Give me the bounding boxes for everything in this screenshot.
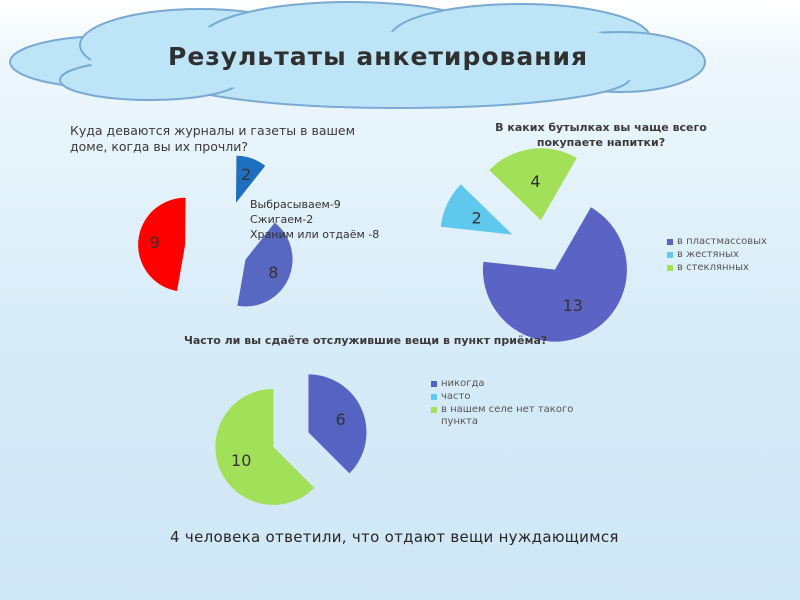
footer-note: 4 человека ответили, что отдают вещи нуж… xyxy=(170,528,619,546)
legend-swatch xyxy=(667,265,673,271)
chart1-legend-item: Выбрасываем-9 xyxy=(250,198,341,211)
chart2-legend-row: в стеклянных xyxy=(667,262,767,274)
chart2-slice xyxy=(482,207,627,342)
chart1-legend-item: Храним или отдаём -8 xyxy=(250,228,380,241)
chart2-title: В каких бутылках вы чаще всего покупаете… xyxy=(495,121,707,149)
chart2-legend-row: в пластмассовых xyxy=(667,236,767,248)
chart3-legend-label: в нашем селе нет такого пункта xyxy=(441,404,574,427)
chart1-slice xyxy=(237,222,293,307)
chart3-legend-label: часто xyxy=(441,391,471,402)
chart2-slice xyxy=(489,148,577,221)
chart3-title: Часто ли вы сдаёте отслужившие вещи в пу… xyxy=(184,334,548,347)
chart3-data-label: 10 xyxy=(231,451,251,470)
chart1-legend-item: Сжигаем-2 xyxy=(250,213,314,226)
chart2-data-label: 13 xyxy=(563,296,583,315)
chart2-legend-label: в стеклянных xyxy=(677,262,749,273)
chart3-legend-row: никогда xyxy=(431,378,581,390)
chart3-legend-label: никогда xyxy=(441,378,485,389)
chart2-slice xyxy=(440,184,513,235)
chart1-data-label: 2 xyxy=(241,165,251,184)
legend-swatch xyxy=(431,381,437,387)
title-cloud xyxy=(9,1,706,109)
legend-swatch xyxy=(667,252,673,258)
chart2-legend-label: в жестяных xyxy=(677,249,739,260)
chart3-legend-row: в нашем селе нет такого пункта xyxy=(431,404,581,428)
chart2-data-label: 4 xyxy=(530,172,540,191)
chart2-legend-label: в пластмассовых xyxy=(677,236,767,247)
chart1-slice xyxy=(236,155,266,203)
chart1-slice xyxy=(138,197,186,292)
legend-swatch xyxy=(667,239,673,245)
chart1-legend: Выбрасываем-9 Сжигаем-2 Храним или отдаё… xyxy=(250,197,379,242)
chart2-legend-row: в жестяных xyxy=(667,249,767,261)
chart3-data-label: 6 xyxy=(336,410,346,429)
legend-swatch xyxy=(431,394,437,400)
chart3-legend: никогда часто в нашем селе нет такого пу… xyxy=(431,378,581,429)
chart1-data-label: 8 xyxy=(268,263,278,282)
chart3-slice xyxy=(308,374,367,474)
chart1-title: Куда деваются журналы и газеты в вашем д… xyxy=(70,123,356,154)
chart3-slice xyxy=(215,388,315,505)
chart1-data-label: 9 xyxy=(150,233,160,252)
chart3-legend-row: часто xyxy=(431,391,581,403)
chart2-legend: в пластмассовых в жестяных в стеклянных xyxy=(667,236,767,275)
page-title: Результаты анкетирования xyxy=(168,42,589,71)
legend-swatch xyxy=(431,407,437,413)
chart2-data-label: 2 xyxy=(472,209,482,228)
